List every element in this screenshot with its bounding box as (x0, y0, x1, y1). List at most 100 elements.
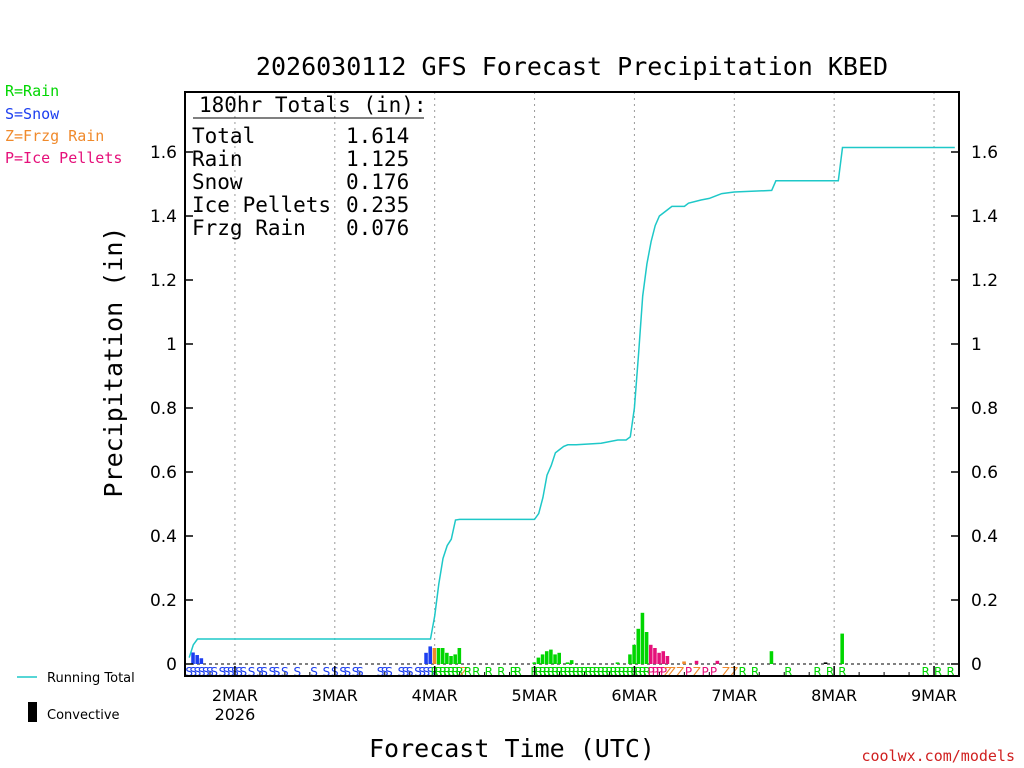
ptype-letter: P (710, 665, 717, 679)
ptype-letter: R (751, 665, 759, 679)
totals-row-value: 0.076 (346, 216, 409, 240)
ptype-letter: R (838, 665, 846, 679)
precip-bar (569, 660, 574, 664)
ptype-letter: S (398, 665, 406, 679)
convective-swatch (28, 702, 37, 722)
y-tick-label-left: 1.6 (150, 143, 177, 163)
ptype-letter: S (423, 665, 431, 679)
precip-bar (540, 654, 545, 664)
ptype-letter: S (310, 665, 318, 679)
ptype-letter: S (227, 665, 235, 679)
totals-header: 180hr Totals (in): (199, 93, 427, 117)
precip-bar (682, 661, 686, 664)
precip-bar (449, 656, 453, 664)
precip-bar (557, 652, 561, 664)
ptype-letter: R (609, 665, 617, 679)
ptype-letter: R (576, 665, 584, 679)
precip-bar (549, 649, 553, 664)
ptype-letter: P (685, 665, 692, 679)
ptype-letter: R (485, 665, 493, 679)
legend-running-total: Running Total (47, 671, 135, 686)
chart-title: 2026030112 GFS Forecast Precipitation KB… (256, 52, 888, 81)
ptype-letter: R (510, 665, 518, 679)
ptype-letter: R (435, 665, 443, 679)
precip-bar (648, 644, 653, 664)
running-total-line (188, 146, 955, 658)
legend-rain: R=Rain (5, 82, 59, 100)
precip-bar (657, 652, 661, 664)
precip-bar (457, 648, 462, 664)
legend-convective: Convective (47, 708, 120, 723)
precip-bar (544, 651, 549, 664)
ptype-letter: S (194, 665, 202, 679)
ptype-letter: S (377, 665, 385, 679)
ptype-letter: Z (693, 665, 701, 679)
ptype-letter: S (248, 665, 256, 679)
ptype-letter: R (589, 665, 597, 679)
ptype-letter: P (660, 665, 667, 679)
precip-bar (424, 652, 428, 664)
ptype-letter: R (551, 665, 559, 679)
ptype-strip: SSSSSSSSSSSSSSSSSSSSSSSSSSSSSSSSSSSSSRRR… (185, 665, 955, 679)
bottom-legend: Running Total Convective (17, 671, 135, 723)
totals-row-label: Rain (192, 147, 243, 171)
ptype-letter: R (934, 665, 942, 679)
ptype-letter: S (239, 665, 247, 679)
ptype-letter: S (223, 665, 231, 679)
ptype-legend: R=Rain S=Snow Z=Frzg Rain P=Ice Pellets (5, 82, 122, 167)
ptype-letter: R (543, 665, 551, 679)
y-tick-label-right: 0.6 (971, 463, 998, 483)
x-tick-label: 9MAR (911, 686, 957, 705)
precip-bar (715, 660, 720, 664)
ptype-letter: R (514, 665, 522, 679)
precip-bar (440, 648, 445, 664)
y-tick-label-right: 0 (971, 655, 982, 675)
precip-bar (628, 654, 632, 664)
ptype-letter: S (323, 665, 331, 679)
ptype-letter: Z (460, 665, 468, 679)
ptype-letter: R (464, 665, 472, 679)
precip-bar (769, 651, 774, 664)
precip-bar (653, 648, 657, 664)
y-tick-label-left: 0.2 (150, 591, 177, 611)
ptype-letter: R (584, 665, 592, 679)
legend-ice-pellets: P=Ice Pellets (5, 149, 122, 167)
ptype-letter: R (535, 665, 543, 679)
ptype-letter: R (784, 665, 792, 679)
ptype-letter: R (601, 665, 609, 679)
totals-row-value: 0.235 (346, 193, 409, 217)
y-tick-label-right: 1.2 (971, 271, 998, 291)
precip-bar (823, 662, 828, 664)
ptype-letter: S (294, 665, 302, 679)
y-tick-label-right: 1.6 (971, 143, 998, 163)
ptype-letter: R (626, 665, 634, 679)
ptype-letter: R (593, 665, 601, 679)
precip-bar (840, 633, 844, 664)
precip-bar (445, 652, 449, 664)
ptype-letter: R (639, 665, 647, 679)
y-tick-label-right: 0.8 (971, 399, 998, 419)
ptype-letter: S (202, 665, 210, 679)
ptype-letter: S (339, 665, 347, 679)
ptype-letter: S (260, 665, 268, 679)
ptype-letter: S (198, 665, 206, 679)
precip-bar (661, 651, 666, 664)
precip-bar (644, 632, 649, 664)
ptype-letter: R (738, 665, 746, 679)
y-tick-label-right: 1.4 (971, 207, 998, 227)
ptype-letter: R (451, 665, 459, 679)
axes: 0 0 0.2 0.2 0.4 0.4 0.6 0.6 0.8 0.8 1 1 1.2 1.2 1.4 1.4… (150, 143, 998, 724)
ptype-letter: S (269, 665, 277, 679)
ptype-letter: R (614, 665, 622, 679)
ptype-letter: P (647, 665, 654, 679)
x-tick-label: 8MAR (811, 686, 857, 705)
totals-row-label: Total (192, 124, 255, 148)
totals-row-value: 1.125 (346, 147, 409, 171)
totals-box: 180hr Totals (in): Total 1.614 Rain 1.125 Sn… (192, 93, 427, 240)
y-tick-label-left: 0 (166, 655, 177, 675)
ptype-letter: R (597, 665, 605, 679)
x-tick-label: 5MAR (512, 686, 558, 705)
ptype-letter: S (427, 665, 435, 679)
y-axis-label: Precipitation (in) (99, 227, 128, 498)
ptype-letter: R (564, 665, 572, 679)
